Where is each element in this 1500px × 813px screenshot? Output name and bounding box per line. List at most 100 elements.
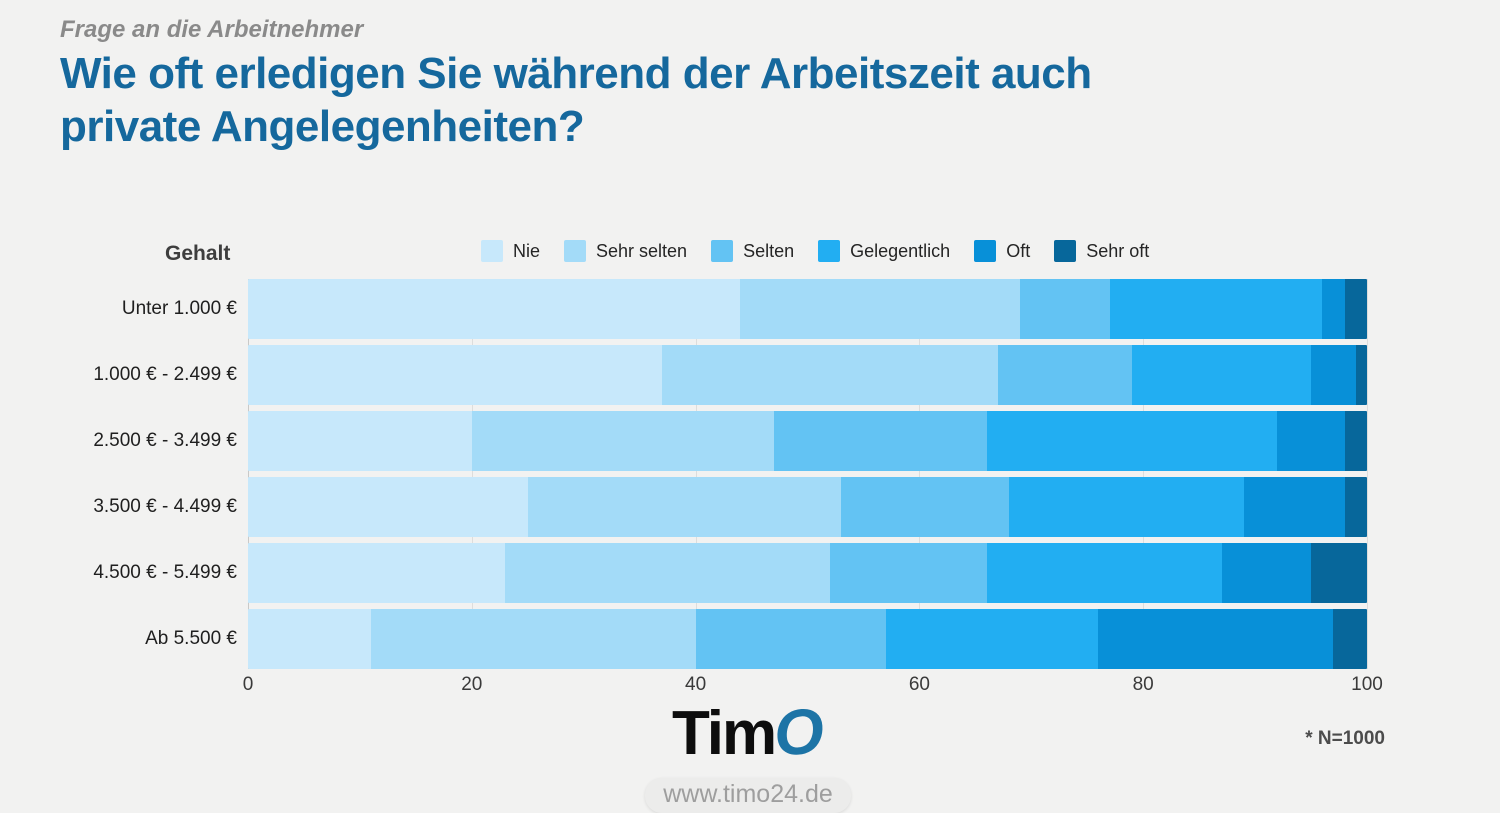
x-tick-label: 40	[685, 674, 707, 695]
bar-segment	[986, 411, 1278, 471]
row-label: 4.500 € - 5.499 €	[93, 562, 237, 583]
row-label: 2.500 € - 3.499 €	[93, 430, 237, 451]
bar-segment	[997, 345, 1132, 405]
legend-label: Sehr oft	[1086, 240, 1150, 261]
x-tick-label: 20	[461, 674, 483, 695]
footer: TimO www.timo24.de	[568, 694, 928, 813]
bar-segment	[1131, 345, 1311, 405]
bar-segment	[1333, 609, 1367, 669]
bar	[248, 279, 1367, 339]
page-title: Wie oft erledigen Sie während der Arbeit…	[60, 47, 1460, 153]
gridline	[1143, 279, 1145, 669]
stacked-bar-chart: Unter 1.000 € 1.000 € - 2.499 € 2.500 € - …	[0, 279, 1500, 669]
bar-row: 2.500 € - 3.499 €	[0, 411, 1500, 471]
bar-segment	[829, 543, 987, 603]
bar-segment	[1344, 411, 1367, 471]
legend-swatch	[564, 240, 587, 262]
legend-label: Selten	[743, 240, 795, 261]
x-tick-label: 60	[908, 674, 930, 695]
header-kicker: Frage an die Arbeitnehmer	[60, 16, 364, 43]
bar-segment	[248, 279, 741, 339]
bar-segment	[527, 477, 842, 537]
gridline	[1367, 279, 1368, 669]
legend-item: Nie	[481, 240, 540, 262]
x-tick-label: 80	[1132, 674, 1154, 695]
bar-row: 1.000 € - 2.499 €	[0, 345, 1500, 405]
plot-area: Unter 1.000 € 1.000 € - 2.499 € 2.500 € - …	[0, 279, 1500, 675]
bar	[248, 477, 1367, 537]
legend-swatch	[1054, 240, 1077, 262]
bar-segment	[1344, 279, 1367, 339]
sample-size-note: * N=1000	[1305, 728, 1385, 749]
legend: Nie Sehr selten Selten Gelegentlich Oft Sehr …	[481, 240, 1149, 262]
legend-label: Gelegentlich	[850, 240, 951, 261]
bar-row: 4.500 € - 5.499 €	[0, 543, 1500, 603]
legend-item: Sehr selten	[564, 240, 687, 262]
row-label: 3.500 € - 4.499 €	[93, 496, 237, 517]
legend-item: Selten	[711, 240, 794, 262]
legend-label: Sehr selten	[596, 240, 688, 261]
legend-item: Gelegentlich	[818, 240, 950, 262]
legend-label: Oft	[1006, 240, 1031, 261]
legend-swatch	[974, 240, 997, 262]
page-title-line-2: private Angelegenheiten?	[60, 102, 585, 151]
bar-segment	[1311, 543, 1367, 603]
bar-segment	[1355, 345, 1367, 405]
bar-segment	[1020, 279, 1110, 339]
bar-segment	[662, 345, 998, 405]
bar-segment	[1109, 279, 1323, 339]
logo-text: Tim	[672, 699, 777, 768]
bar-segment	[248, 543, 506, 603]
bar	[248, 543, 1367, 603]
logo-o-icon: O	[771, 694, 827, 770]
x-tick-label: 100	[1351, 674, 1383, 695]
bar-segment	[1311, 345, 1356, 405]
bar-segment	[1243, 477, 1345, 537]
legend-swatch	[711, 240, 734, 262]
bar-segment	[1322, 279, 1345, 339]
bar-segment	[1344, 477, 1367, 537]
bar-segment	[695, 609, 886, 669]
gridline	[248, 279, 249, 669]
bar	[248, 345, 1367, 405]
bar-segment	[1098, 609, 1334, 669]
bar-segment	[1008, 477, 1244, 537]
bar-row: Unter 1.000 €	[0, 279, 1500, 339]
legend-item: Oft	[974, 240, 1030, 262]
row-label: 1.000 € - 2.499 €	[93, 364, 237, 385]
bar	[248, 609, 1367, 669]
bar-segment	[505, 543, 830, 603]
row-label: Ab 5.500 €	[145, 628, 237, 649]
brand-logo: TimO	[672, 694, 827, 782]
bar-segment	[248, 477, 528, 537]
bar-segment	[1221, 543, 1312, 603]
gridline	[919, 279, 921, 669]
bar-row: Ab 5.500 €	[0, 609, 1500, 669]
bar-segment	[740, 279, 1021, 339]
legend-swatch	[481, 240, 503, 262]
row-label: Unter 1.000 €	[121, 298, 237, 319]
bar	[248, 411, 1367, 471]
legend-label: Nie	[513, 240, 541, 261]
bar-segment	[248, 411, 472, 471]
website-pill: www.timo24.de	[645, 778, 851, 813]
bar-segment	[885, 609, 1099, 669]
bar-segment	[371, 609, 696, 669]
x-axis: 0 20 40 60 80 100	[0, 674, 1500, 700]
page-title-line-1: Wie oft erledigen Sie während der Arbeit…	[60, 49, 1092, 98]
bar-row: 3.500 € - 4.499 €	[0, 477, 1500, 537]
bar-segment	[248, 609, 372, 669]
bar-segment	[773, 411, 987, 471]
bar-segment	[1277, 411, 1345, 471]
y-axis-label: Gehalt	[165, 242, 231, 265]
bar-segment	[841, 477, 1009, 537]
legend-swatch	[818, 240, 841, 262]
legend-item: Sehr oft	[1054, 240, 1149, 262]
bar-segment	[248, 345, 663, 405]
gridlines	[248, 279, 1368, 669]
bar-segment	[986, 543, 1222, 603]
gridline	[695, 279, 697, 669]
gridline	[471, 279, 473, 669]
bar-segment	[471, 411, 774, 471]
